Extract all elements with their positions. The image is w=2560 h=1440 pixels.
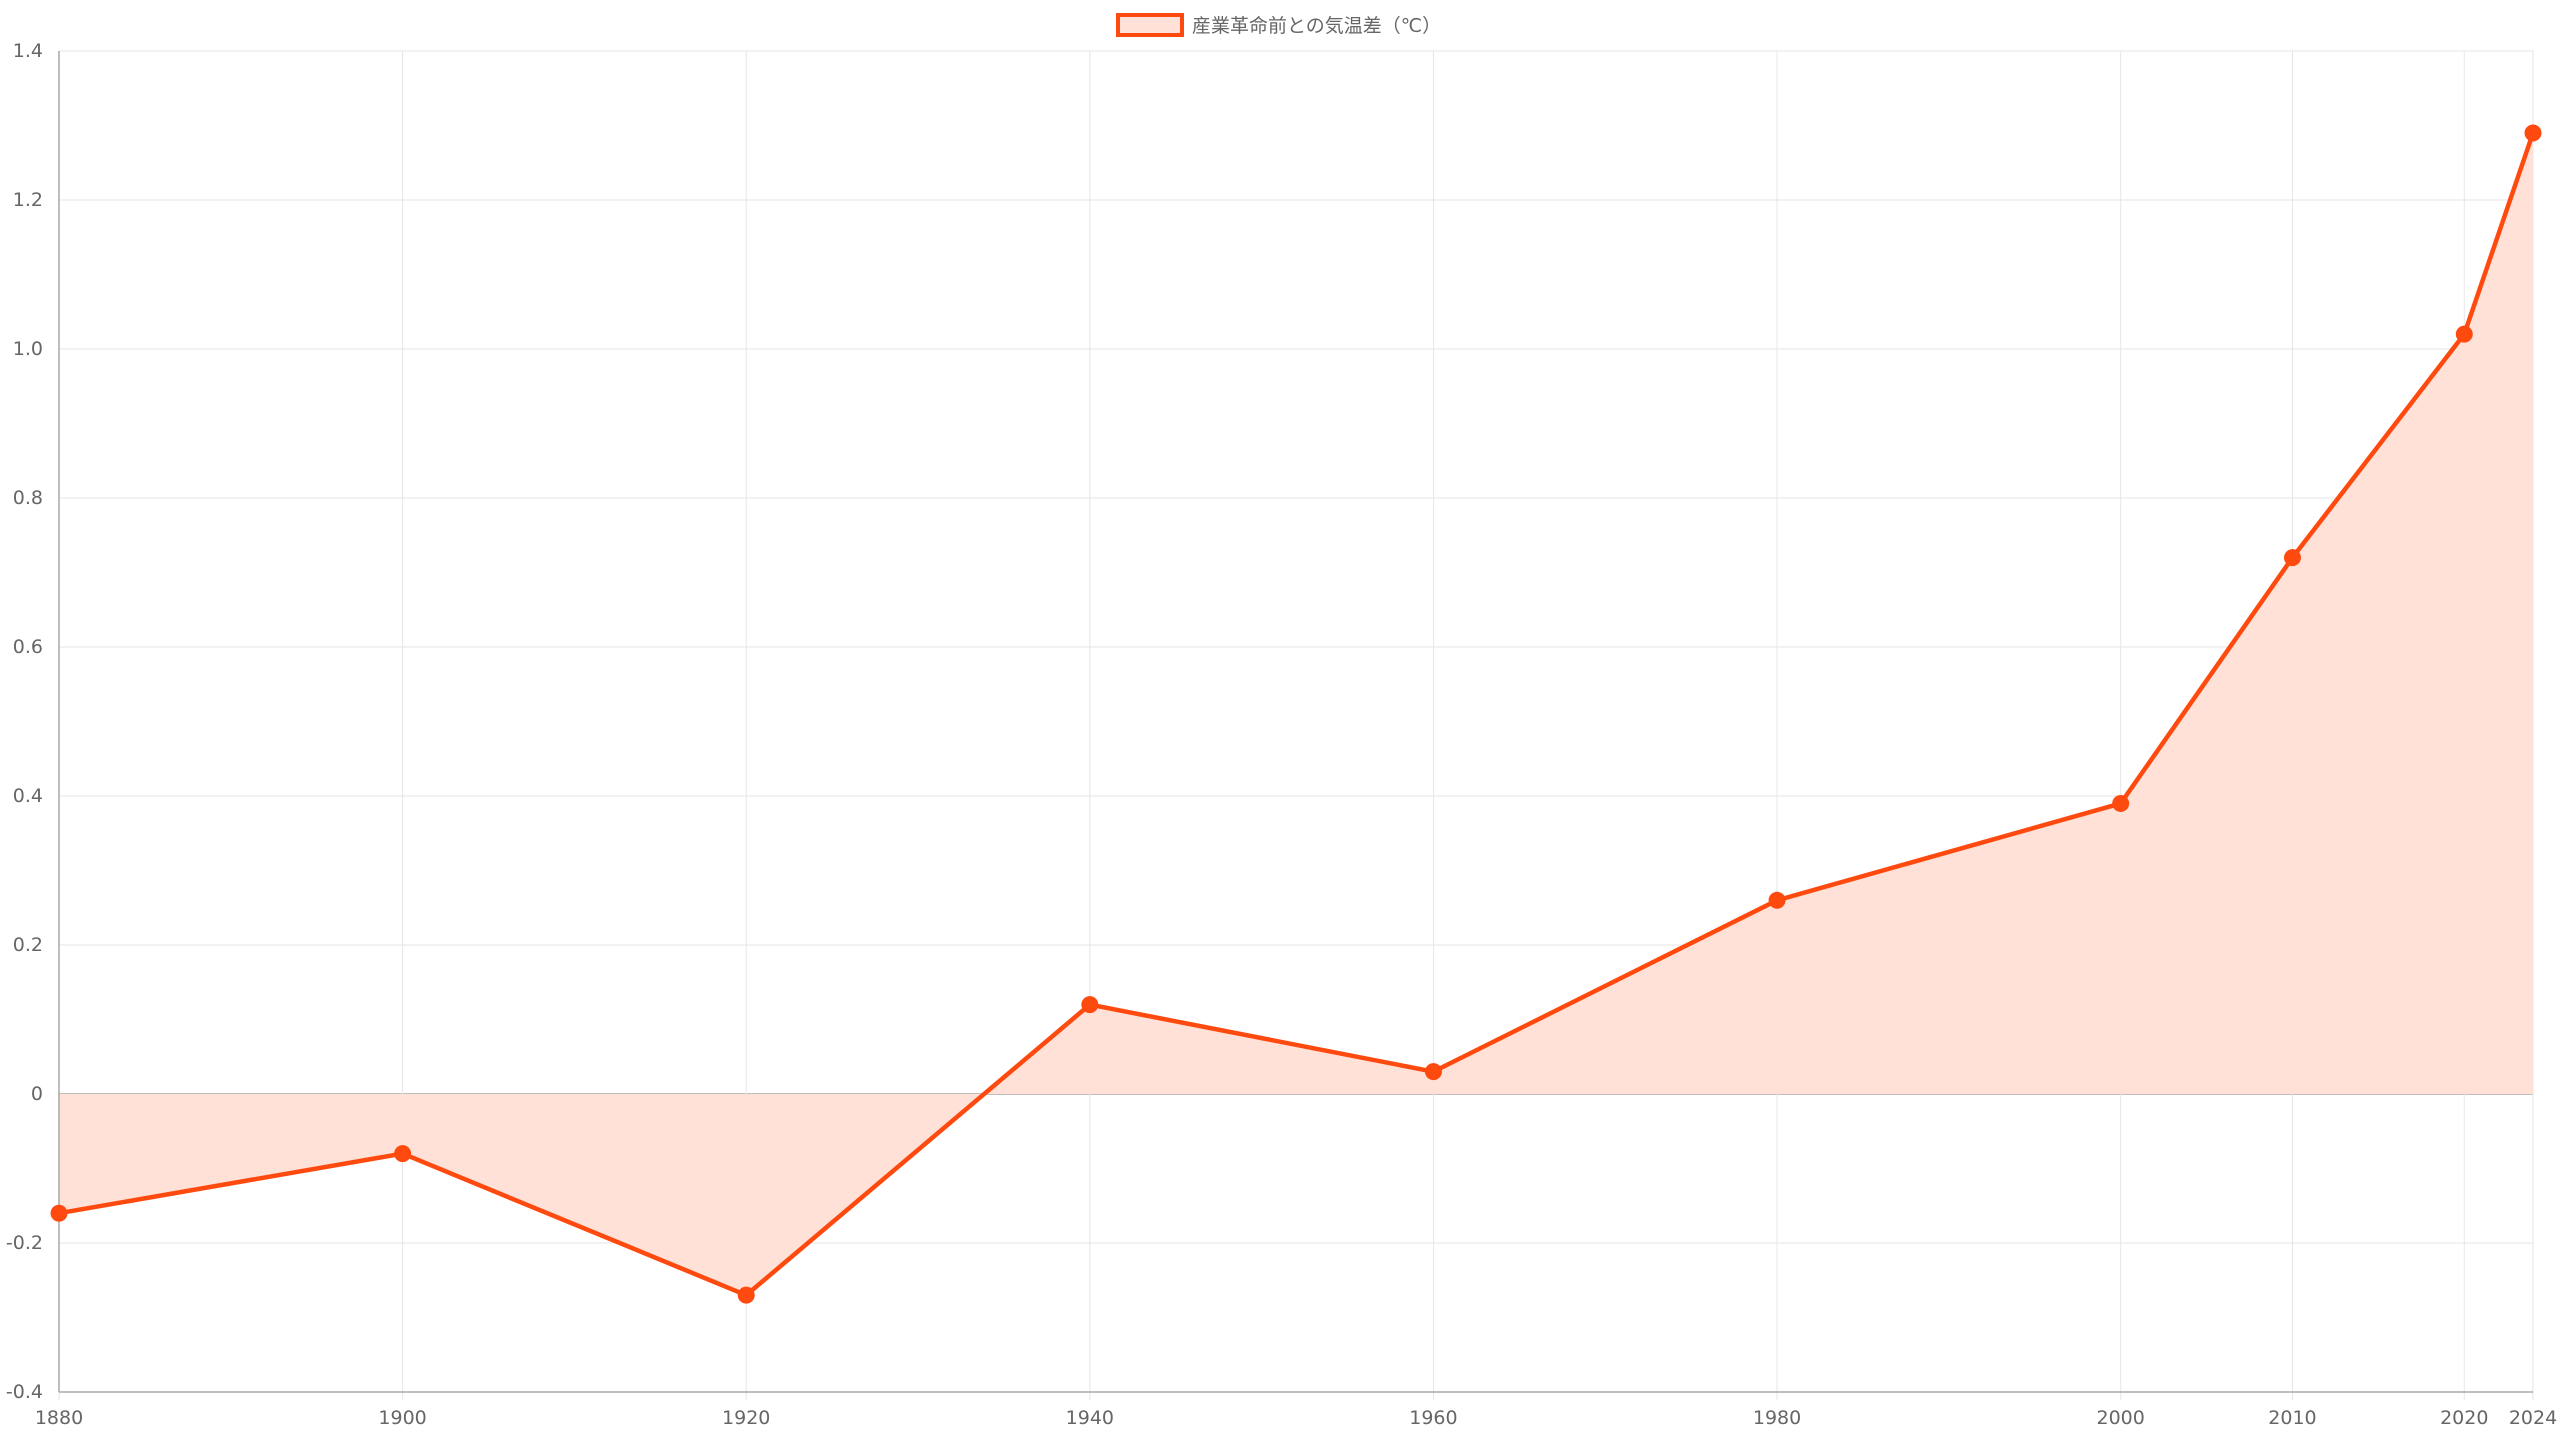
x-tick-label: 1900 — [378, 1407, 426, 1429]
axes — [58, 51, 2533, 1393]
data-point[interactable] — [737, 1286, 755, 1304]
y-tick-label: 0.8 — [13, 487, 43, 509]
data-point[interactable] — [2524, 124, 2542, 142]
y-axis-tick-labels: -0.4 -0.2 0 0.2 0.4 0.6 0.8 1.0 1.2 1.4 — [6, 40, 43, 1403]
x-tick-label: 1880 — [35, 1407, 83, 1429]
x-tick-label: 2010 — [2268, 1407, 2316, 1429]
legend[interactable]: 産業革命前との気温差（℃） — [1116, 13, 1441, 37]
y-tick-label: -0.2 — [6, 1232, 43, 1254]
data-point[interactable] — [394, 1145, 412, 1163]
x-axis-tick-labels: 1880 1900 1920 1940 1960 1980 2000 2010 2020 2024 — [35, 1407, 2557, 1429]
data-point[interactable] — [1424, 1063, 1442, 1081]
y-tick-label: 1.4 — [13, 40, 43, 62]
data-points-layer — [50, 124, 2542, 1304]
grid-lines — [58, 50, 2534, 1400]
data-point[interactable] — [2283, 549, 2301, 567]
area-fill-layer — [59, 132, 2533, 1296]
x-tick-label: 1940 — [1066, 1407, 1114, 1429]
data-point[interactable] — [50, 1204, 68, 1222]
x-tick-label: 2020 — [2440, 1407, 2488, 1429]
x-tick-label: 2024 — [2509, 1407, 2557, 1429]
y-tick-label: 0.2 — [13, 934, 43, 956]
series-line — [56, 130, 2536, 1298]
data-point[interactable] — [1081, 996, 1099, 1014]
y-tick-label: 0 — [31, 1083, 43, 1105]
y-tick-label: -0.4 — [6, 1381, 43, 1403]
data-point[interactable] — [2112, 794, 2130, 812]
x-tick-label: 2000 — [2096, 1407, 2144, 1429]
y-tick-label: 1.2 — [13, 189, 43, 211]
series-area-fill — [59, 132, 2533, 1296]
x-tick-label: 1920 — [722, 1407, 770, 1429]
legend-swatch[interactable] — [1116, 13, 1184, 37]
x-tick-label: 1960 — [1409, 1407, 1457, 1429]
x-tick-label: 1980 — [1753, 1407, 1801, 1429]
y-tick-label: 0.6 — [13, 636, 43, 658]
y-tick-label: 0.4 — [13, 785, 43, 807]
y-tick-label: 1.0 — [13, 338, 43, 360]
data-point[interactable] — [2455, 325, 2473, 343]
data-point[interactable] — [1768, 891, 1786, 909]
series-line-layer — [56, 130, 2536, 1298]
legend-label[interactable]: 産業革命前との気温差（℃） — [1192, 15, 1441, 37]
